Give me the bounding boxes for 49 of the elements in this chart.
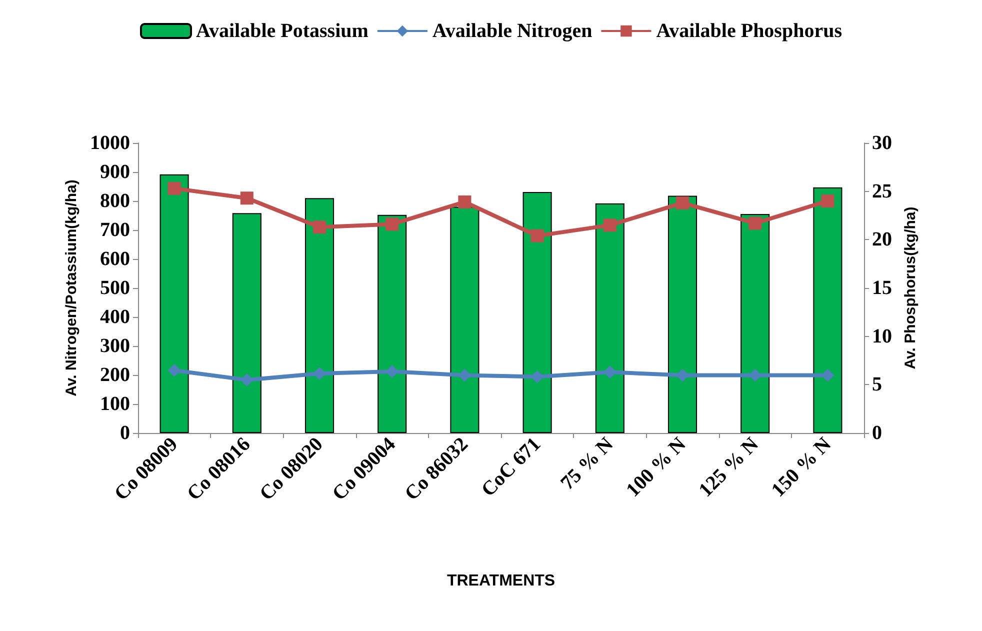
y2-axis-title: Av. Phosphorus(kg/ha)	[902, 206, 919, 370]
point	[821, 194, 834, 208]
bar	[740, 214, 770, 433]
point	[168, 182, 181, 195]
bar	[668, 196, 698, 433]
y-tick-label: 0	[120, 422, 130, 444]
bar	[522, 192, 552, 433]
point	[458, 195, 472, 208]
y-tick-label: 600	[100, 248, 130, 270]
point	[603, 218, 616, 232]
y-tick-label: 800	[100, 190, 130, 212]
y-tick-label: 300	[100, 335, 130, 357]
y-tick-label: 100	[100, 393, 130, 415]
x-tick-label: 150 % N	[767, 432, 836, 502]
y-tick-label: 900	[100, 161, 130, 183]
bar	[595, 203, 624, 433]
x-tick-label: 75 % N	[556, 432, 618, 494]
x-tick-label: CoC 671	[477, 433, 546, 501]
y2-tick-label: 0	[872, 422, 882, 444]
y2-tick-label: 15	[872, 277, 892, 299]
legend-label: Available Potassium	[196, 20, 369, 42]
bar	[232, 213, 262, 433]
legend-label: Available Phosphorus	[656, 20, 842, 42]
point	[748, 216, 762, 230]
x-tick-label: 100 % N	[622, 432, 691, 502]
y2-tick-label: 25	[872, 180, 892, 202]
point	[676, 196, 689, 210]
bar	[378, 214, 407, 433]
x-axis-title: TREATMENTS	[446, 572, 556, 590]
y2-tick-label: 30	[872, 132, 892, 154]
y-tick-label: 700	[100, 219, 130, 241]
point	[240, 192, 254, 205]
y-tick-label: 1000	[90, 132, 130, 154]
point	[313, 220, 326, 234]
x-tick-label: 125 % N	[694, 432, 764, 502]
y2-tick-label: 10	[872, 325, 892, 348]
point	[386, 218, 399, 231]
y-axis-title: Av. Nitrogen/Potassium(kg/ha)	[63, 180, 80, 396]
bar	[813, 187, 842, 433]
point	[530, 229, 544, 242]
y-tick-label: 400	[100, 306, 130, 328]
y-tick-label: 200	[100, 364, 130, 386]
bar	[304, 198, 334, 433]
y2-tick-label: 5	[872, 374, 882, 396]
y2-tick-label: 20	[872, 228, 892, 251]
y-tick-label: 500	[100, 277, 130, 299]
bar	[160, 174, 189, 433]
legend-label: Available Nitrogen	[432, 20, 592, 42]
bar	[450, 206, 480, 433]
